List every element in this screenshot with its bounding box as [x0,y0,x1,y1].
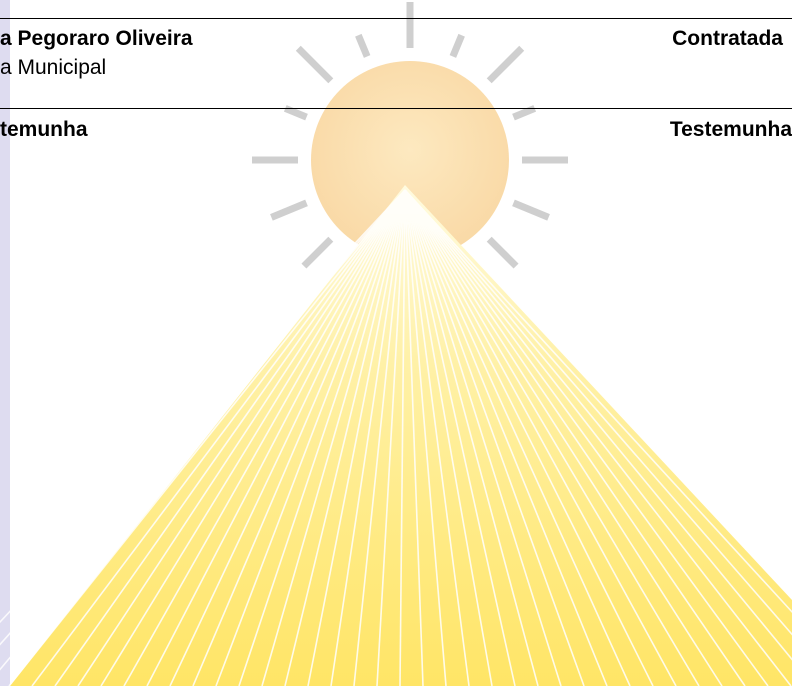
left-margin-strip [0,0,10,686]
witness-label: temunha [0,119,88,140]
signer-name: a Pegoraro Oliveira [0,28,193,49]
signer-role: a Municipal [0,57,106,78]
rule-line [0,108,792,109]
sun-ray [298,48,331,81]
sun-ray [304,239,331,266]
sun-ray [453,35,462,56]
sun-watermark [0,0,792,686]
sun-ray [271,203,306,218]
rule-line [0,18,792,19]
sun-ray [358,35,367,56]
sun-ray [513,203,548,218]
witness-label: Testemunha [670,119,792,140]
party-label: Contratada [672,28,783,49]
sun-ray [489,239,516,266]
document-page: a Pegoraro Oliveira a Municipal Contrata… [0,0,792,686]
sun-ray [513,108,534,117]
sun-ray [285,108,306,117]
sun-ray [489,48,522,81]
